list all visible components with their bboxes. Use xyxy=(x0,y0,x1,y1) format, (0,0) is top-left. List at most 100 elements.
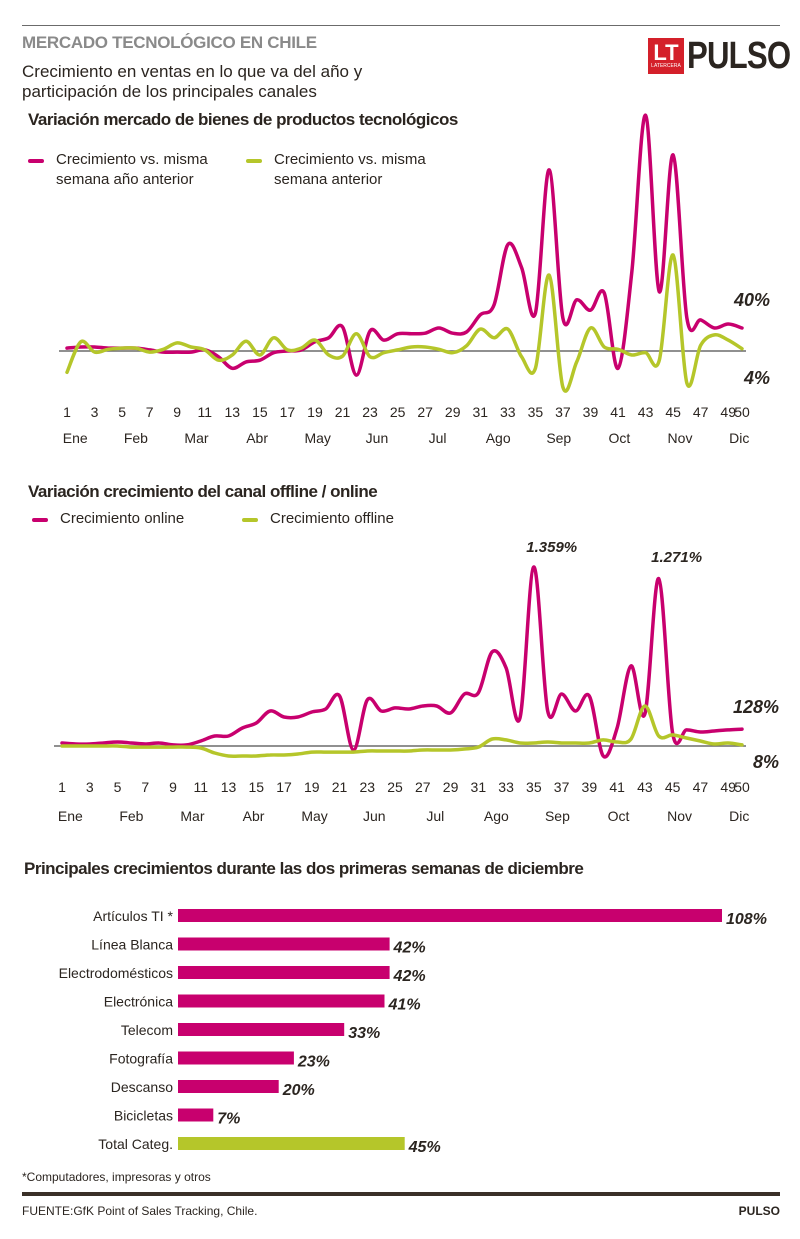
chart2-x-tick-label: 13 xyxy=(221,779,237,795)
chart2-x-tick-label: 19 xyxy=(304,779,320,795)
chart2-title: Variación crecimiento del canal offline … xyxy=(28,482,378,501)
chart1-x-tick-label: 37 xyxy=(555,404,571,420)
bar-value-label: 42% xyxy=(393,940,426,957)
chart2-plot: 1 3 5 7 9 11 13 15 17 19 21 23 25 27 29 31 33 35 37 39 41 43 4… xyxy=(54,539,779,824)
chart1-x-tick-label: 17 xyxy=(280,404,296,420)
chart1-month-label: Mar xyxy=(184,430,208,446)
chart1-month-label: Jul xyxy=(429,430,447,446)
bar xyxy=(178,1137,405,1150)
chart2-month-label: Jun xyxy=(363,808,386,824)
chart2-legend-label-2: Crecimiento offline xyxy=(270,510,394,527)
bar-category-label: Total Categ. xyxy=(98,1136,173,1152)
subtitle-line-2: participación de los principales canales xyxy=(22,82,317,101)
chart2-month-label: Sep xyxy=(545,808,570,824)
chart2-month-label: Feb xyxy=(119,808,143,824)
bar xyxy=(178,1051,294,1065)
chart2-x-tick-label: 39 xyxy=(582,779,598,795)
chart1-series-2-line xyxy=(65,253,744,393)
chart1-x-tick-label: 11 xyxy=(197,404,212,420)
chart1-x-tick-label: 47 xyxy=(693,404,709,420)
chart1-series-1-line xyxy=(65,113,744,377)
pulso-logo: LT LATERCERA PULSO xyxy=(648,35,800,77)
chart1-x-tick-label: 13 xyxy=(225,404,241,420)
chart1-month-label: Dic xyxy=(729,430,749,446)
chart2-month-label: Mar xyxy=(180,808,204,824)
chart2-month-label: Nov xyxy=(667,808,692,824)
bar-category-label: Telecom xyxy=(121,1022,173,1038)
bar xyxy=(178,1080,279,1093)
chart2-x-tick-label: 49 xyxy=(720,779,736,795)
bar-value-label: 42% xyxy=(393,968,426,985)
bar-value-label: 108% xyxy=(726,911,767,928)
chart1-month-label: Oct xyxy=(609,430,631,446)
chart1-x-tick-label: 50 xyxy=(734,404,750,420)
bar-category-label: Electrónica xyxy=(104,994,173,1010)
chart2-month-label: Oct xyxy=(608,808,630,824)
chart2-x-tick-label: 31 xyxy=(471,779,487,795)
chart2-month-label: Jul xyxy=(426,808,444,824)
bar-value-label: 41% xyxy=(388,997,421,1014)
chart1-x-tick-label: 3 xyxy=(91,404,99,420)
logo-brand-text: PULSO xyxy=(687,35,791,77)
bar-category-label: Electrodomésticos xyxy=(59,965,173,981)
footnote: *Computadores, impresoras y otros xyxy=(22,1170,211,1184)
bar-category-label: Bicicletas xyxy=(114,1108,173,1124)
chart2-x-tick-label: 27 xyxy=(415,779,431,795)
chart2-month-label: Dic xyxy=(729,808,749,824)
chart2-x-tick-label: 47 xyxy=(693,779,709,795)
chart1-x-tick-label: 49 xyxy=(720,404,736,420)
chart2-x-tick-label: 29 xyxy=(443,779,459,795)
chart2-legend-item-2: Crecimiento offline xyxy=(242,509,394,529)
chart2-x-tick-label: 50 xyxy=(734,779,750,795)
bottom-rule xyxy=(22,1192,780,1196)
chart1-x-tick-label: 19 xyxy=(307,404,323,420)
chart2-x-tick-label: 33 xyxy=(498,779,514,795)
bar xyxy=(178,966,390,979)
chart2-x-tick-label: 41 xyxy=(609,779,625,795)
chart1-x-tick-label: 21 xyxy=(335,404,351,420)
chart1-x-tick-label: 41 xyxy=(610,404,626,420)
legend-swatch-magenta-icon xyxy=(32,518,48,522)
bar-value-label: 20% xyxy=(282,1082,315,1099)
la-tercera-logo-icon: LT LATERCERA xyxy=(648,38,684,74)
bar-value-label: 23% xyxy=(297,1054,330,1071)
chart2-peak-annotation: 1.359% xyxy=(526,539,577,556)
chart1-x-tick-label: 5 xyxy=(118,404,126,420)
chart1-x-tick-label: 9 xyxy=(173,404,181,420)
chart1-plot: 1 3 5 7 9 11 13 15 17 19 21 23 25 27 29 31 33 35 37 39 41 43 4… xyxy=(59,113,770,446)
chart1-x-tick-label: 35 xyxy=(528,404,544,420)
logo-lt-text: LT xyxy=(653,40,679,65)
kicker-title: MERCADO TECNOLÓGICO EN CHILE xyxy=(22,33,317,52)
chart1-legend-item-1: Crecimiento vs. misma semana año anterio… xyxy=(28,150,246,190)
chart2-x-tick-label: 35 xyxy=(526,779,542,795)
chart2-peak-annotation: 1.271% xyxy=(651,549,702,566)
top-rule xyxy=(22,25,780,26)
chart1-month-label: Sep xyxy=(546,430,571,446)
footer-brand: PULSO xyxy=(738,1204,780,1218)
chart2-series-2-end-label: 8% xyxy=(753,752,779,772)
chart2-x-tick-label: 11 xyxy=(194,779,209,795)
chart1-series-2-end-label: 4% xyxy=(743,368,770,388)
chart1-x-tick-label: 7 xyxy=(146,404,154,420)
chart1-month-label: Ago xyxy=(486,430,511,446)
chart1-month-label: Jun xyxy=(366,430,389,446)
chart1-series-1-end-label: 40% xyxy=(733,290,770,310)
chart1-x-tick-label: 45 xyxy=(665,404,681,420)
subtitle-line-1: Crecimiento en ventas en lo que va del a… xyxy=(22,62,363,81)
chart1-x-tick-label: 1 xyxy=(63,404,71,420)
source-note: FUENTE:GfK Point of Sales Tracking, Chil… xyxy=(22,1204,258,1218)
chart1-title: Variación mercado de bienes de productos… xyxy=(28,110,458,129)
bar-category-label: Artículos TI * xyxy=(93,908,173,924)
chart2-legend-item-1: Crecimiento online xyxy=(32,509,184,529)
chart1-legend-item-2: Crecimiento vs. misma semana anterior xyxy=(246,150,454,190)
chart2-series-2-line xyxy=(60,704,744,758)
chart1-month-label: Nov xyxy=(668,430,693,446)
chart1-x-tick-label: 25 xyxy=(390,404,406,420)
chart2-x-tick-label: 21 xyxy=(332,779,348,795)
chart3-plot: Artículos TI * 108% Línea Blanca 42% Electro… xyxy=(59,908,767,1156)
chart2-series-1-end-label: 128% xyxy=(733,697,779,717)
bar xyxy=(178,1108,214,1122)
chart1-month-label: Feb xyxy=(124,430,148,446)
chart2-x-tick-label: 9 xyxy=(169,779,177,795)
chart1-x-tick-label: 31 xyxy=(472,404,488,420)
